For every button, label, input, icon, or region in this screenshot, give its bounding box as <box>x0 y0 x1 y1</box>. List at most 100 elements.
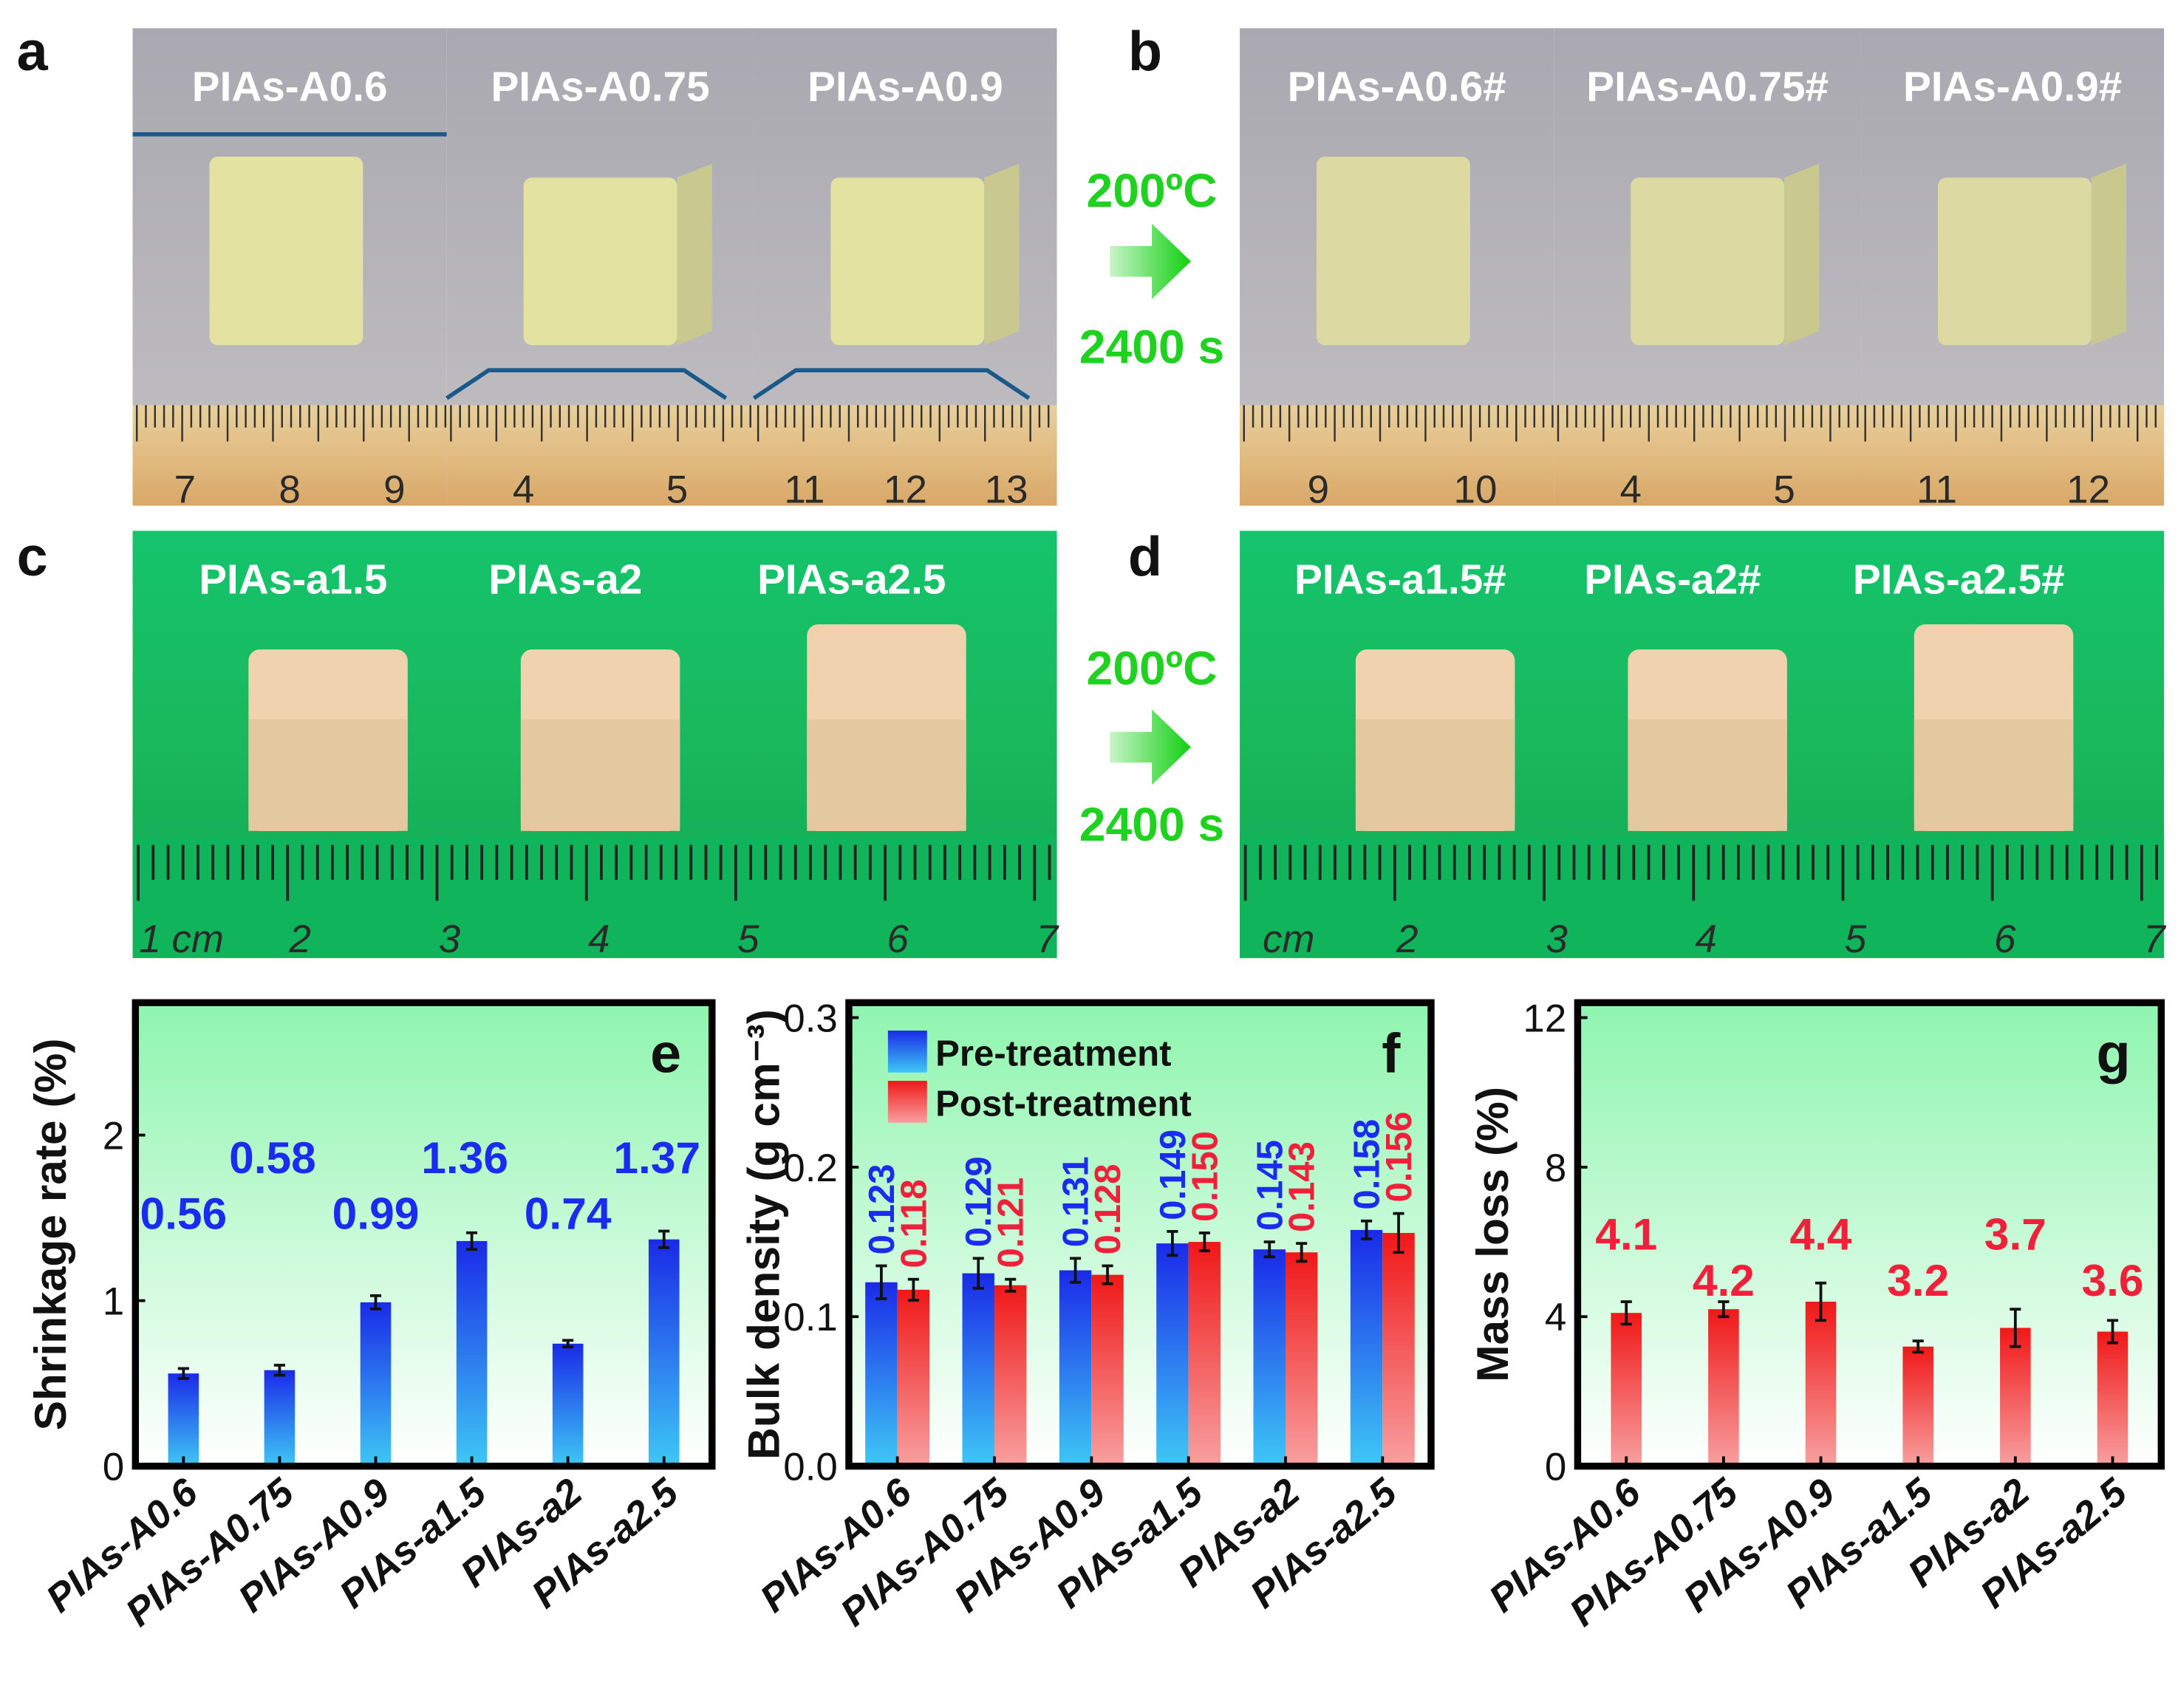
bar <box>264 1370 296 1466</box>
y-tick-label: 4 <box>1545 1296 1566 1339</box>
treatment-arrow-top: 200ºC 2400 s <box>1079 164 1225 374</box>
ruler-number: 4 <box>1696 918 1717 961</box>
bar <box>1805 1302 1837 1466</box>
foam-cube-side <box>677 163 712 346</box>
data-label: 0.56 <box>140 1188 227 1238</box>
bar <box>1902 1346 1933 1466</box>
y-tick-label: 0.2 <box>783 1147 838 1190</box>
ruler-number: 5 <box>1773 468 1795 512</box>
ruler-number: 4 <box>1620 468 1642 512</box>
sample-photo: 7 8 9 PIAs-A0.6 <box>132 28 447 512</box>
sample-title: PIAs-a1.5# <box>1294 557 1506 604</box>
y-axis-label: Bulk density (g cm⁻³) <box>738 1009 788 1460</box>
bar <box>1188 1242 1221 1466</box>
plot-frame <box>845 999 1435 1470</box>
panel-label: f <box>1382 1023 1401 1085</box>
foam-cube-side <box>2091 163 2127 346</box>
foam-cube-front <box>1628 719 1787 831</box>
sample-title: PIAs-a1.5 <box>199 557 387 604</box>
chart-f-bulk-density: 0.123 0.129 0.131 0.149 0.145 0.158 0.118 0.121… <box>738 997 1435 1635</box>
ruler-number: 3 <box>1546 918 1567 961</box>
treatment-time: 2400 s <box>1079 321 1225 374</box>
foam-cube-front <box>807 719 966 831</box>
ruler <box>446 405 754 506</box>
bar <box>1285 1252 1318 1466</box>
photo-panel-b: 9 10 PIAs-A0.6# 4 5 PIAs-A0.75# 11 12 PIAs-A0.9# <box>1240 28 2165 512</box>
data-label: 0.158 <box>1348 1119 1387 1210</box>
data-label: 4.2 <box>1693 1255 1755 1305</box>
data-label: 0.131 <box>1056 1156 1096 1247</box>
ruler-number: 4 <box>588 918 610 961</box>
y-tick-label: 1 <box>103 1280 124 1323</box>
sample-title: PIAs-a2.5 <box>757 557 946 604</box>
chart-g-mass-loss: 4.14.24.43.23.73.604812PIAs-A0.6PIAs-A0.… <box>1467 997 2165 1635</box>
y-tick-label: 0.3 <box>783 997 838 1040</box>
sample-photo: 11 12 PIAs-A0.9# <box>1861 28 2165 512</box>
sample-title: PIAs-a2# <box>1584 557 1761 604</box>
arrow-right-icon <box>1110 709 1191 785</box>
data-label: 3.6 <box>2081 1255 2143 1305</box>
ruler-number: 7 <box>174 468 196 512</box>
bar <box>865 1282 898 1466</box>
foam-cube-front <box>1914 719 2074 831</box>
foam-cube <box>830 177 985 346</box>
ruler-number: 9 <box>383 468 405 512</box>
plot-area <box>1577 1002 2162 1466</box>
data-label: 0.150 <box>1185 1131 1225 1222</box>
data-label: 0.118 <box>894 1179 934 1268</box>
ruler-number: 13 <box>985 468 1028 512</box>
foam-cube-front <box>520 719 680 831</box>
sample-title: PIAs-A0.75 <box>491 64 710 110</box>
y-tick-label: 0.1 <box>783 1296 838 1339</box>
ruler-number: 4 <box>513 468 534 512</box>
panel-label: g <box>2097 1023 2131 1085</box>
y-tick-label: 2 <box>103 1114 124 1158</box>
photo-panel-a: 7 8 9 PIAs-A0.6 4 5 PIAs-A0.75 11 12 13 PIAs-A0.9 <box>132 28 1057 512</box>
y-tick-label: 0 <box>103 1446 124 1489</box>
foam-cube-front <box>248 719 408 831</box>
panel-label-a: a <box>17 21 49 83</box>
sample-title: PIAs-A0.9# <box>1903 64 2122 110</box>
data-label: 0.156 <box>1379 1112 1419 1203</box>
data-label: 3.2 <box>1887 1255 1949 1305</box>
bar <box>1091 1274 1124 1466</box>
plot-frame <box>132 999 716 1470</box>
y-tick-label: 0 <box>1545 1446 1566 1489</box>
foam-cube-side <box>984 163 1020 346</box>
bar <box>897 1289 930 1466</box>
ruler-number: 8 <box>279 468 300 512</box>
data-label: 0.123 <box>862 1164 902 1254</box>
bar <box>1708 1309 1739 1466</box>
foam-cube <box>1937 177 2092 346</box>
bar <box>1382 1232 1415 1466</box>
ruler-number: 11 <box>784 468 825 512</box>
y-tick-label: 12 <box>1523 997 1566 1040</box>
ruler-number: 5 <box>1845 918 1867 961</box>
bar <box>2097 1331 2128 1466</box>
data-label: 0.129 <box>959 1156 999 1247</box>
treatment-arrow-bottom: 200ºC 2400 s <box>1079 641 1225 851</box>
legend-label: Post-treatment <box>935 1084 1192 1124</box>
y-tick-label: 8 <box>1545 1147 1566 1190</box>
data-label: 4.4 <box>1790 1209 1852 1260</box>
panel-label-b: b <box>1128 21 1162 83</box>
bar <box>648 1239 680 1466</box>
foam-cube <box>1631 177 1785 346</box>
ruler <box>1861 405 2165 506</box>
bar <box>1156 1243 1189 1466</box>
sample-title: PIAs-A0.6# <box>1288 64 1506 110</box>
sample-title: PIAs-a2 <box>488 557 642 604</box>
treatment-time: 2400 s <box>1079 798 1225 851</box>
photo-panel-d: PIAs-a1.5# PIAs-a2# PIAs-a2.5# cm 2 3 4 5 6 7 <box>1240 530 2167 961</box>
data-label: 0.145 <box>1250 1140 1290 1231</box>
ruler-number: 3 <box>439 918 460 961</box>
ruler-number: 9 <box>1308 468 1329 512</box>
legend-swatch <box>887 1081 927 1123</box>
foam-cube <box>209 157 363 346</box>
legend: Pre-treatment Post-treatment <box>887 1031 1192 1124</box>
ruler-number: 11 <box>1916 468 1957 512</box>
sample-photo: 4 5 PIAs-A0.75 <box>446 28 754 512</box>
plot-area <box>848 1002 1431 1466</box>
foam-cube-side <box>1784 163 1820 346</box>
